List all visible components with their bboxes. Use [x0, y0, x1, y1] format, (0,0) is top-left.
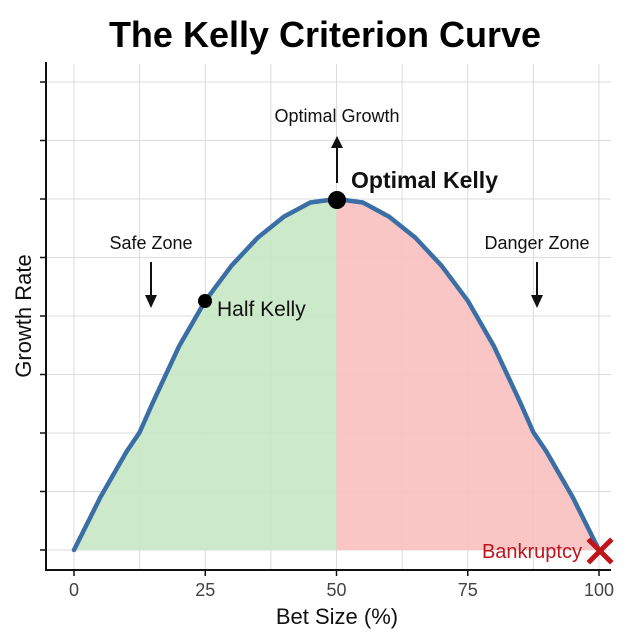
x-tick-label: 50	[326, 580, 346, 600]
arrowhead-up-icon	[331, 136, 343, 148]
x-axis-ticks: 0 25 50 75 100	[69, 570, 614, 600]
x-tick-label: 75	[458, 580, 478, 600]
x-tick-label: 0	[69, 580, 79, 600]
x-axis-label: Bet Size (%)	[276, 604, 398, 629]
arrowhead-down-icon	[145, 295, 157, 308]
chart-title: The Kelly Criterion Curve	[109, 14, 541, 55]
y-axis-label: Growth Rate	[11, 254, 36, 378]
y-axis-ticks	[40, 81, 46, 551]
x-tick-label: 25	[195, 580, 215, 600]
half-kelly-label: Half Kelly	[217, 298, 306, 321]
bankruptcy-label: Bankruptcy	[482, 541, 582, 563]
annotations: Optimal Growth Optimal Kelly Half Kelly …	[109, 106, 614, 565]
safe-zone-fill	[74, 199, 337, 550]
axes: 0 25 50 75 100	[40, 62, 614, 600]
optimal-growth-label: Optimal Growth	[274, 106, 399, 126]
danger-zone-fill	[336, 199, 599, 550]
x-tick-label: 100	[584, 580, 614, 600]
optimal-kelly-dot	[328, 191, 346, 209]
safe-zone-label: Safe Zone	[109, 233, 192, 253]
half-kelly-dot	[198, 294, 212, 308]
optimal-kelly-label: Optimal Kelly	[351, 167, 498, 193]
bankruptcy-x-icon	[586, 537, 614, 565]
zone-fills	[74, 199, 599, 550]
arrowhead-down-icon	[531, 295, 543, 308]
danger-zone-label: Danger Zone	[484, 233, 589, 253]
